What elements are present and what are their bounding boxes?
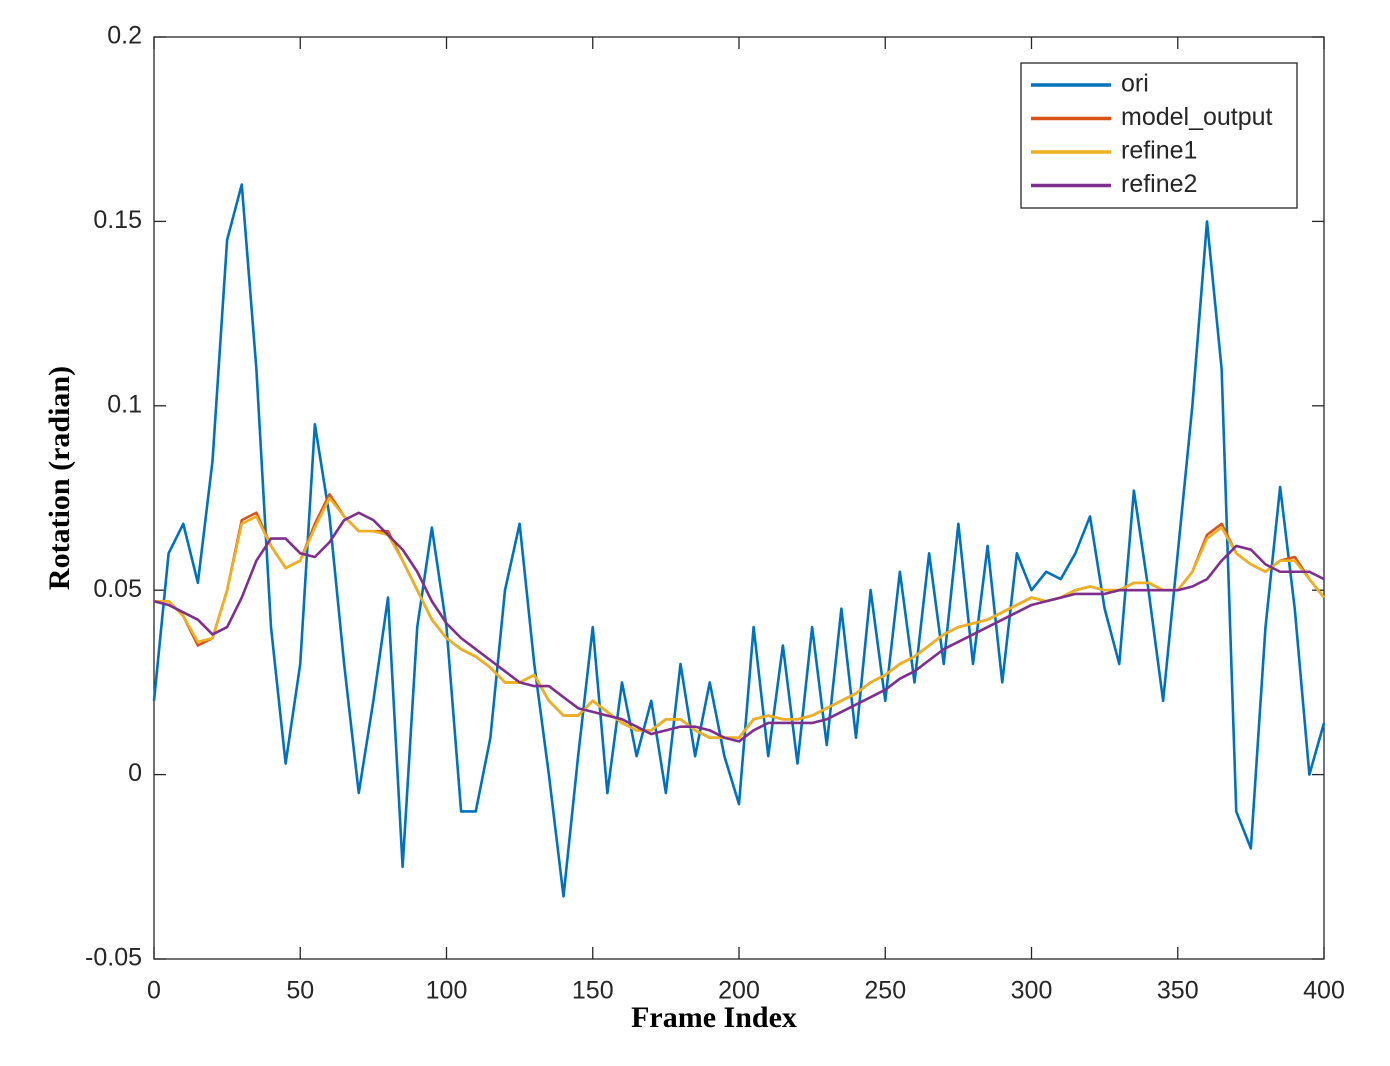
x-tick-label: 300 xyxy=(1011,977,1053,1005)
series-line xyxy=(153,511,1325,743)
legend-label: model_output xyxy=(1121,103,1273,131)
x-tick-label: 350 xyxy=(1157,977,1199,1005)
x-tick-label: 50 xyxy=(286,977,314,1005)
legend-label: ori xyxy=(1121,70,1149,98)
y-axis-label: Rotation (radian) xyxy=(43,366,76,590)
legend-label: refine1 xyxy=(1121,137,1197,165)
x-tick-label: 100 xyxy=(426,977,468,1005)
x-tick-label: 0 xyxy=(147,977,161,1005)
x-tick-label: 200 xyxy=(718,977,760,1005)
y-tick-label: -0.05 xyxy=(85,944,142,972)
series-line xyxy=(154,493,1326,740)
x-tick-label: 150 xyxy=(572,977,614,1005)
y-tick-label: 0.1 xyxy=(107,390,142,418)
y-tick-label: 0 xyxy=(128,759,142,787)
x-tick-label: 250 xyxy=(864,977,906,1005)
legend-label: refine2 xyxy=(1121,170,1197,198)
series-line xyxy=(152,183,1326,898)
series-line xyxy=(154,496,1326,740)
y-tick-label: 0.05 xyxy=(93,575,142,603)
x-tick-label: 400 xyxy=(1303,977,1345,1005)
y-tick-label: 0.2 xyxy=(107,22,142,50)
y-tick-label: 0.15 xyxy=(93,206,142,234)
x-axis-label: Frame Index xyxy=(631,1001,797,1034)
